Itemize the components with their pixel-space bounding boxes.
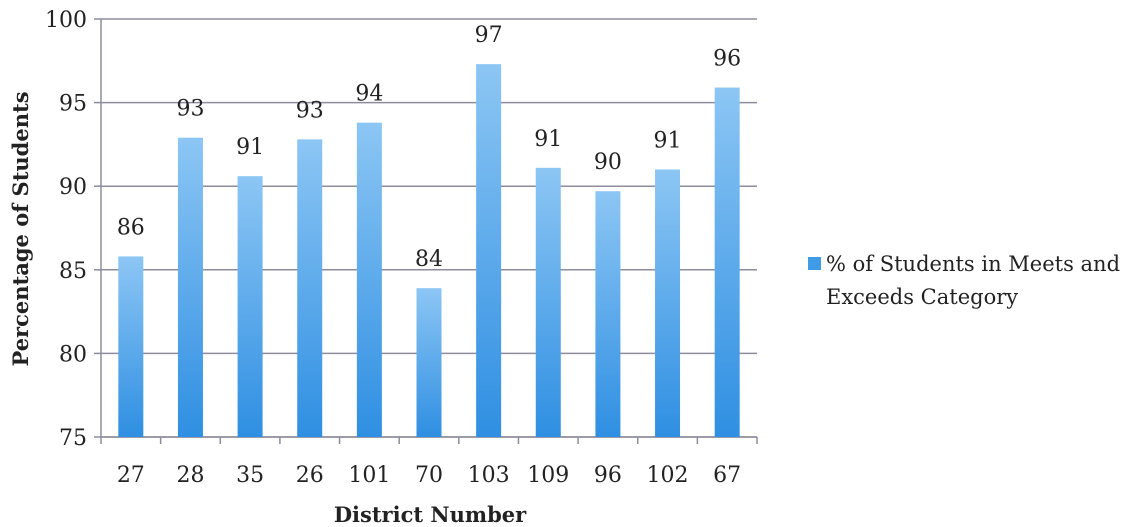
data-label-109: 91: [534, 127, 562, 152]
y-axis-title: Percentage of Students: [8, 91, 33, 366]
x-tick-label-67: 67: [713, 463, 741, 488]
bar-28: [177, 137, 203, 437]
data-label-26: 93: [296, 98, 324, 123]
bar-109: [535, 167, 561, 438]
x-tick-label-27: 27: [117, 463, 145, 488]
data-labels: 86 93 91 93 94 84 97 91 90 91 96: [117, 23, 741, 272]
bars: [118, 64, 740, 438]
y-tick-label: 75: [59, 426, 87, 451]
x-tick-label-26: 26: [296, 463, 324, 488]
bar-101: [356, 122, 382, 437]
x-tick-labels: 27 28 35 26 101 70 103 109 96 102 67: [117, 463, 741, 488]
x-tick-label-102: 102: [647, 463, 689, 488]
data-label-67: 96: [713, 47, 741, 72]
x-tick-label-109: 109: [527, 463, 569, 488]
bar-102: [655, 169, 681, 438]
x-tick-label-28: 28: [176, 463, 204, 488]
data-label-102: 91: [654, 128, 682, 153]
x-tick-label-35: 35: [236, 463, 264, 488]
bar-96: [595, 191, 621, 437]
y-tick-label: 90: [59, 175, 87, 200]
data-label-28: 93: [176, 97, 204, 122]
bar-67: [714, 87, 740, 437]
data-label-101: 94: [355, 82, 383, 107]
legend-swatch: [808, 257, 821, 270]
bar-35: [237, 176, 263, 437]
bar-103: [476, 64, 502, 438]
data-label-70: 84: [415, 247, 443, 272]
bar-26: [297, 139, 323, 437]
y-tick-label: 95: [59, 92, 87, 117]
y-tick-label: 80: [59, 342, 87, 367]
x-axis-title: District Number: [334, 502, 527, 527]
x-tick-label-96: 96: [594, 463, 622, 488]
data-label-35: 91: [236, 135, 264, 160]
legend: % of Students in Meets and Exceeds Categ…: [808, 252, 1120, 309]
y-tick-label: 85: [59, 259, 87, 284]
x-tick-label-70: 70: [415, 463, 443, 488]
x-tick-label-103: 103: [468, 463, 510, 488]
data-label-96: 90: [594, 150, 622, 175]
legend-label-line1: % of Students in Meets and: [826, 252, 1120, 276]
bar-27: [118, 256, 144, 437]
y-tick-labels: 75 80 85 90 95 100: [45, 8, 87, 451]
data-label-27: 86: [117, 215, 145, 240]
data-label-103: 97: [475, 23, 503, 48]
y-tick-label: 100: [45, 8, 87, 33]
legend-label-line2: Exceeds Category: [826, 285, 1018, 309]
x-tick-label-101: 101: [348, 463, 390, 488]
bar-70: [416, 288, 442, 437]
